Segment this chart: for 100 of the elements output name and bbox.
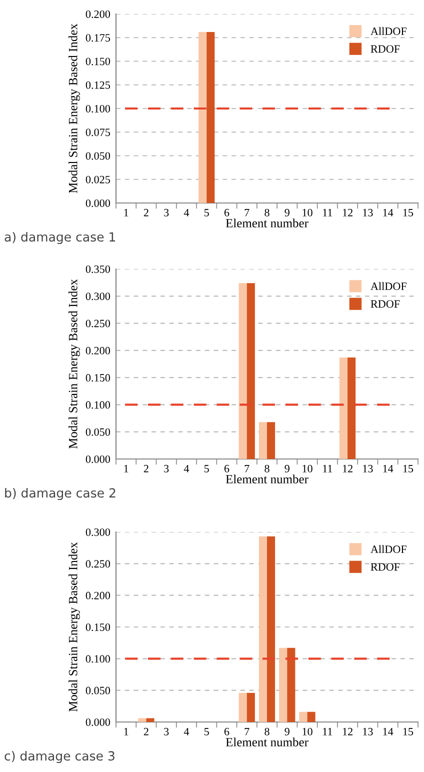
x-axis-title: Element number	[226, 218, 308, 228]
y-tick-label: 0.075	[86, 128, 110, 136]
x-tick-label: 1	[124, 728, 128, 736]
x-tick-label: 2	[144, 728, 148, 736]
y-tick-label: 0.125	[86, 81, 110, 89]
legend-label: RDOF	[370, 45, 400, 53]
legend-label: RDOF	[370, 300, 400, 308]
x-tick-label: 8	[264, 728, 270, 736]
x-tick-label: 8	[264, 464, 270, 472]
x-tick-label: 7	[244, 464, 250, 472]
x-tick-label: 15	[403, 464, 414, 472]
bar	[258, 536, 267, 722]
x-tick-label: 2	[144, 208, 148, 216]
y-tick-label: 0.250	[86, 320, 110, 328]
bar	[348, 357, 356, 459]
y-axis-title: Modal Strain Energy Based Index	[68, 24, 80, 194]
y-tick-label: 0.200	[86, 592, 110, 600]
x-tick-label: 15	[403, 208, 414, 216]
legend-label: RDOF	[370, 563, 400, 571]
x-tick-label: 1	[124, 464, 128, 472]
bar	[267, 536, 276, 722]
y-tick-label: 0.150	[86, 58, 110, 66]
legend-label: AllDOF	[370, 27, 406, 35]
bar	[279, 648, 288, 722]
x-tick-label: 15	[403, 728, 414, 736]
y-tick-label: 0.025	[86, 176, 110, 184]
y-axis-title: Modal Strain Energy Based Index	[68, 542, 80, 712]
text: b) damage case 2	[5, 488, 116, 500]
y-tick-label: 0.050	[86, 152, 110, 160]
x-tick-label: 14	[383, 728, 394, 736]
x-tick-label: 8	[264, 208, 270, 216]
x-tick-label: 10	[302, 464, 312, 472]
x-tick-label: 9	[284, 728, 290, 736]
x-tick-label: 4	[184, 728, 190, 736]
x-tick-label: 7	[244, 728, 250, 736]
x-tick-label: 10	[302, 728, 312, 736]
x-tick-label: 9	[284, 208, 290, 216]
x-tick-label: 11	[323, 208, 332, 216]
x-tick-label: 2	[144, 464, 148, 472]
x-tick-label: 5	[204, 728, 209, 736]
y-tick-label: 0.100	[86, 655, 110, 663]
x-tick-label: 3	[164, 464, 169, 472]
x-tick-label: 6	[224, 208, 230, 216]
x-tick-label: 5	[204, 208, 209, 216]
x-tick-label: 13	[363, 464, 373, 472]
x-tick-label: 11	[323, 464, 332, 472]
y-tick-label: 0.175	[86, 34, 110, 42]
y-tick-label: 0.250	[86, 560, 110, 568]
bar	[246, 283, 255, 459]
x-tick-label: 12	[342, 464, 352, 472]
x-tick-label: 6	[224, 464, 230, 472]
x-tick-label: 13	[363, 728, 373, 736]
x-tick-label: 4	[184, 464, 190, 472]
bar	[287, 648, 296, 722]
x-axis-title: Element number	[226, 474, 308, 484]
x-tick-label: 12	[342, 208, 352, 216]
x-tick-label: 7	[244, 208, 250, 216]
bar	[299, 712, 308, 722]
bar	[307, 712, 316, 722]
x-tick-label: 4	[184, 208, 190, 216]
bar	[246, 692, 255, 722]
y-tick-label: 0.000	[86, 199, 110, 208]
x-tick-label: 14	[383, 464, 394, 472]
y-tick-label: 0.200	[86, 10, 110, 18]
legend-label: AllDOF	[370, 545, 406, 553]
x-tick-label: 3	[164, 208, 169, 216]
y-tick-label: 0.150	[86, 374, 110, 382]
x-tick-label: 6	[224, 728, 230, 736]
x-tick-label: 14	[383, 208, 394, 216]
x-tick-label: 3	[164, 728, 169, 736]
y-tick-label: 0.300	[86, 528, 110, 536]
x-tick-label: 12	[342, 728, 352, 736]
bar	[238, 283, 247, 459]
text: a) damage case 1	[4, 232, 116, 244]
x-axis-title: Element number	[226, 738, 308, 746]
bar	[138, 718, 146, 722]
y-tick-label: 0.200	[86, 346, 110, 354]
x-tick-label: 13	[363, 208, 373, 216]
x-tick-label: 5	[204, 464, 209, 472]
x-tick-label: 9	[284, 464, 290, 472]
y-tick-label: 0.300	[86, 292, 110, 300]
y-tick-label: 0.000	[86, 718, 110, 726]
y-tick-label: 0.000	[86, 455, 110, 464]
bar	[339, 357, 348, 459]
y-axis-title: Modal Strain Energy Based Index	[68, 279, 80, 449]
bar	[146, 718, 154, 722]
y-tick-label: 0.150	[86, 623, 110, 632]
bar	[258, 422, 267, 459]
legend-label: AllDOF	[370, 282, 406, 290]
y-tick-label: 0.100	[86, 401, 110, 409]
y-tick-label: 0.350	[86, 265, 110, 274]
x-tick-label: 11	[323, 728, 332, 736]
x-tick-label: 1	[124, 208, 128, 216]
x-tick-label: 10	[302, 208, 312, 216]
text: c) damage case 3	[4, 750, 114, 764]
y-tick-label: 0.050	[86, 686, 110, 694]
y-tick-label: 0.050	[86, 428, 110, 436]
bar	[238, 692, 247, 722]
y-tick-label: 0.100	[86, 104, 110, 113]
bar	[267, 422, 276, 459]
